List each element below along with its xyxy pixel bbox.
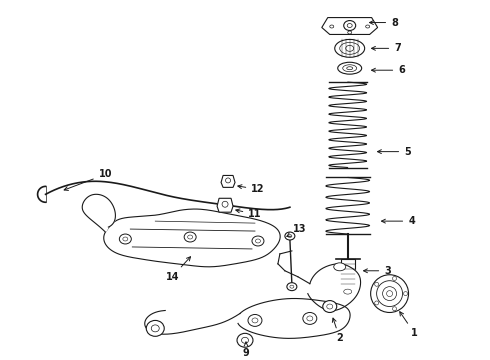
Text: 2: 2 [332,318,343,343]
Ellipse shape [343,21,356,31]
Text: 13: 13 [287,224,307,237]
Ellipse shape [120,234,131,244]
Ellipse shape [335,39,365,57]
Ellipse shape [383,287,396,301]
Polygon shape [145,310,240,334]
FancyBboxPatch shape [341,259,355,289]
Polygon shape [238,298,350,338]
Text: 7: 7 [371,43,401,53]
Polygon shape [308,264,361,311]
Text: 10: 10 [64,170,112,190]
Ellipse shape [307,316,313,321]
Ellipse shape [340,42,360,54]
Ellipse shape [225,178,230,183]
Ellipse shape [237,333,253,347]
Ellipse shape [375,301,379,305]
Ellipse shape [123,237,128,241]
Polygon shape [104,209,280,267]
Ellipse shape [151,325,159,332]
Ellipse shape [387,291,392,297]
Ellipse shape [290,285,294,288]
Ellipse shape [347,67,353,70]
Ellipse shape [285,232,295,240]
Ellipse shape [288,234,292,238]
Text: 4: 4 [382,216,415,226]
Ellipse shape [366,25,369,28]
Ellipse shape [287,283,297,291]
Ellipse shape [147,320,164,336]
Ellipse shape [303,312,317,324]
Text: 8: 8 [369,18,398,27]
Polygon shape [221,175,235,187]
Polygon shape [82,194,116,232]
Text: 3: 3 [364,266,391,276]
Ellipse shape [222,201,228,207]
Ellipse shape [323,301,337,312]
Text: 14: 14 [166,257,191,282]
Text: 1: 1 [400,312,418,338]
Text: 6: 6 [371,65,405,75]
Text: 9: 9 [243,342,249,358]
Ellipse shape [370,275,409,312]
Ellipse shape [242,337,248,343]
Ellipse shape [330,25,334,28]
Ellipse shape [375,282,379,286]
Polygon shape [322,18,378,35]
Ellipse shape [338,62,362,74]
Text: 5: 5 [377,147,411,157]
Ellipse shape [343,65,357,72]
Ellipse shape [404,292,408,296]
Ellipse shape [188,235,193,239]
Ellipse shape [392,276,396,280]
Text: 12: 12 [238,184,265,194]
Ellipse shape [334,263,346,271]
Ellipse shape [347,23,352,27]
Ellipse shape [184,232,196,242]
Polygon shape [217,198,233,212]
Ellipse shape [377,281,403,306]
Ellipse shape [392,307,396,311]
Ellipse shape [346,45,354,51]
Ellipse shape [252,318,258,323]
Ellipse shape [252,236,264,246]
Ellipse shape [338,287,358,297]
Ellipse shape [348,31,352,34]
Ellipse shape [327,304,333,309]
Ellipse shape [343,289,352,294]
Ellipse shape [248,315,262,327]
Text: 11: 11 [236,209,262,219]
Ellipse shape [255,239,261,243]
